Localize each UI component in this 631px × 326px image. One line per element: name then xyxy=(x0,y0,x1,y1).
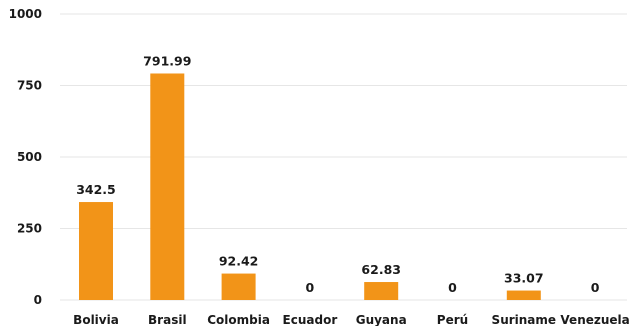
y-tick-label: 500 xyxy=(17,150,42,164)
data-labels: 342.5 791.99 92.42 0 62.83 0 33.07 0 xyxy=(76,53,600,295)
category-label: Ecuador xyxy=(283,313,338,326)
category-label: Guyana xyxy=(356,313,407,326)
category-label: Colombia xyxy=(207,313,270,326)
data-label: 0 xyxy=(591,280,600,295)
y-axis-tick-labels: 0 250 500 750 1000 xyxy=(9,7,42,307)
y-tick-label: 0 xyxy=(34,293,42,307)
data-label: 62.83 xyxy=(361,262,401,277)
bar xyxy=(79,202,113,300)
category-label: Suriname xyxy=(492,313,557,326)
data-label: 33.07 xyxy=(504,271,544,286)
data-label: 342.5 xyxy=(76,182,116,197)
data-label: 0 xyxy=(448,280,457,295)
data-label: 92.42 xyxy=(219,254,259,269)
category-label: Bolivia xyxy=(73,313,119,326)
category-label: Perú xyxy=(437,313,468,326)
data-label: 0 xyxy=(306,280,315,295)
bars xyxy=(79,73,541,300)
category-label: Brasil xyxy=(148,313,187,326)
x-axis-category-labels: Bolivia Brasil Colombia Ecuador Guyana Perú Su… xyxy=(73,313,630,326)
bar xyxy=(221,273,256,300)
y-tick-label: 1000 xyxy=(9,7,42,21)
bar xyxy=(150,73,185,300)
y-tick-label: 750 xyxy=(17,79,42,93)
bar xyxy=(364,282,399,300)
data-label: 791.99 xyxy=(143,53,191,68)
category-label: Venezuela xyxy=(560,313,629,326)
bar xyxy=(506,290,541,300)
y-tick-label: 250 xyxy=(17,222,42,236)
